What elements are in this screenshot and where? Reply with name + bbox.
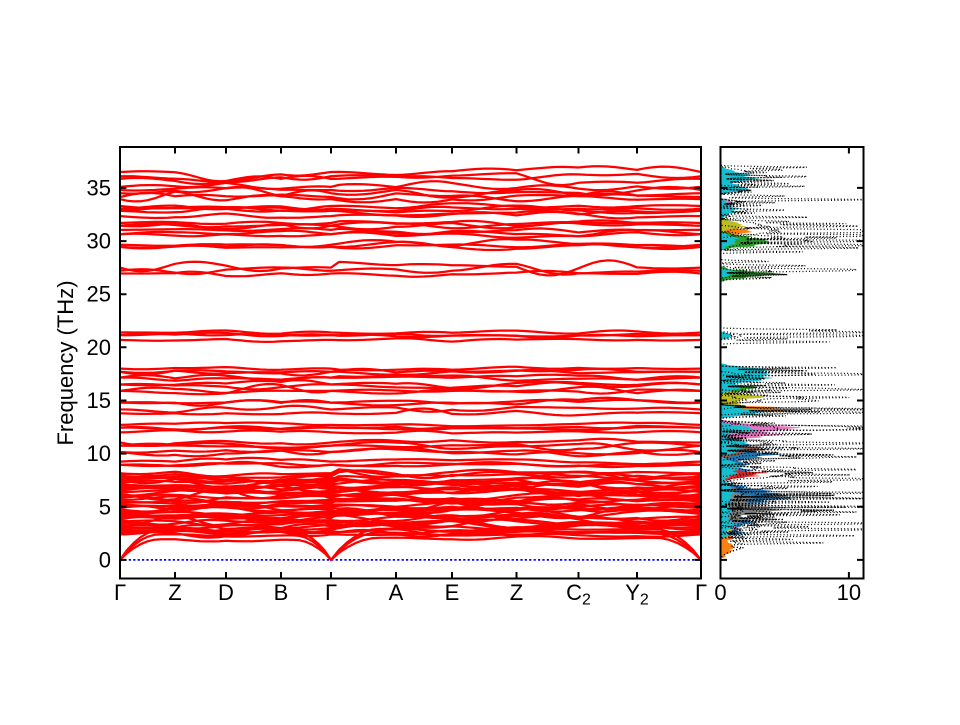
svg-text:0: 0 — [99, 547, 111, 572]
svg-text:25: 25 — [87, 282, 111, 307]
svg-text:A: A — [389, 580, 404, 605]
svg-text:E: E — [445, 580, 460, 605]
svg-text:Γ: Γ — [695, 580, 707, 605]
svg-text:30: 30 — [87, 229, 111, 254]
svg-text:D: D — [218, 580, 234, 605]
svg-text:Frequency (THz): Frequency (THz) — [53, 280, 78, 445]
svg-text:0: 0 — [714, 580, 726, 605]
svg-text:Γ: Γ — [114, 580, 126, 605]
svg-text:Z: Z — [168, 580, 181, 605]
svg-text:15: 15 — [87, 388, 111, 413]
svg-text:10: 10 — [837, 580, 861, 605]
svg-text:10: 10 — [87, 441, 111, 466]
svg-text:35: 35 — [87, 175, 111, 200]
svg-text:5: 5 — [99, 494, 111, 519]
svg-text:20: 20 — [87, 335, 111, 360]
svg-text:B: B — [274, 580, 289, 605]
svg-text:Γ: Γ — [325, 580, 337, 605]
svg-text:Z: Z — [510, 580, 523, 605]
